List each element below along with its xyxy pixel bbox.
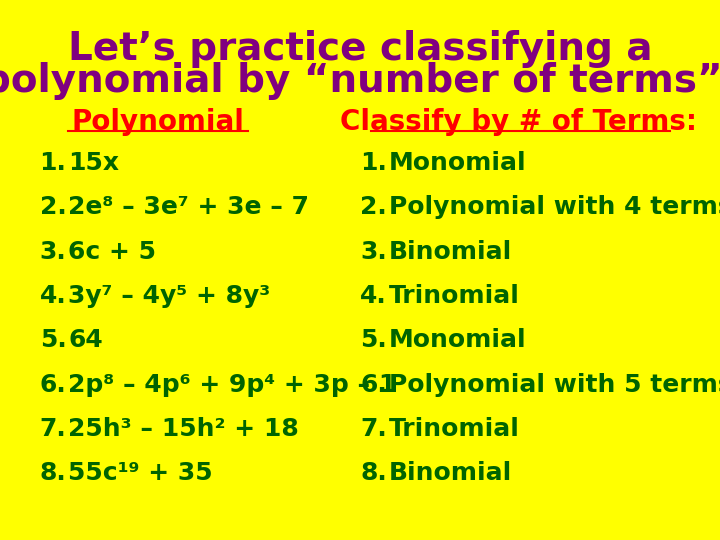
Text: 4.: 4. (40, 284, 66, 308)
Text: 8.: 8. (360, 461, 387, 485)
Text: 5.: 5. (360, 328, 387, 352)
Text: Polynomial: Polynomial (72, 108, 245, 136)
Text: 3.: 3. (40, 240, 66, 264)
Text: 2e⁸ – 3e⁷ + 3e – 7: 2e⁸ – 3e⁷ + 3e – 7 (68, 195, 310, 219)
Text: Binomial: Binomial (389, 461, 512, 485)
Text: 6c + 5: 6c + 5 (68, 240, 156, 264)
Text: polynomial by “number of terms”.: polynomial by “number of terms”. (0, 62, 720, 100)
Text: Polynomial with 4 terms: Polynomial with 4 terms (389, 195, 720, 219)
Text: 8.: 8. (40, 461, 66, 485)
Text: Trinomial: Trinomial (389, 417, 520, 441)
Text: 6.: 6. (40, 373, 66, 396)
Text: 64: 64 (68, 328, 103, 352)
Text: 6.: 6. (360, 373, 387, 396)
Text: Monomial: Monomial (389, 328, 526, 352)
Text: 2.: 2. (360, 195, 387, 219)
Text: 3.: 3. (360, 240, 387, 264)
Text: 1.: 1. (40, 151, 66, 175)
Text: Polynomial with 5 terms: Polynomial with 5 terms (389, 373, 720, 396)
Text: 2p⁸ – 4p⁶ + 9p⁴ + 3p – 1: 2p⁸ – 4p⁶ + 9p⁴ + 3p – 1 (68, 373, 397, 396)
Text: 7.: 7. (360, 417, 387, 441)
Text: 55c¹⁹ + 35: 55c¹⁹ + 35 (68, 461, 213, 485)
Text: 1.: 1. (360, 151, 387, 175)
Text: Trinomial: Trinomial (389, 284, 520, 308)
Text: 5.: 5. (40, 328, 66, 352)
Text: Monomial: Monomial (389, 151, 526, 175)
Text: 2.: 2. (40, 195, 66, 219)
Text: 7.: 7. (40, 417, 66, 441)
Text: Classify by # of Terms:: Classify by # of Terms: (340, 108, 697, 136)
Text: Let’s practice classifying a: Let’s practice classifying a (68, 30, 652, 68)
Text: 3y⁷ – 4y⁵ + 8y³: 3y⁷ – 4y⁵ + 8y³ (68, 284, 271, 308)
Text: 4.: 4. (360, 284, 387, 308)
Text: Binomial: Binomial (389, 240, 512, 264)
Text: 25h³ – 15h² + 18: 25h³ – 15h² + 18 (68, 417, 299, 441)
Text: 15x: 15x (68, 151, 120, 175)
